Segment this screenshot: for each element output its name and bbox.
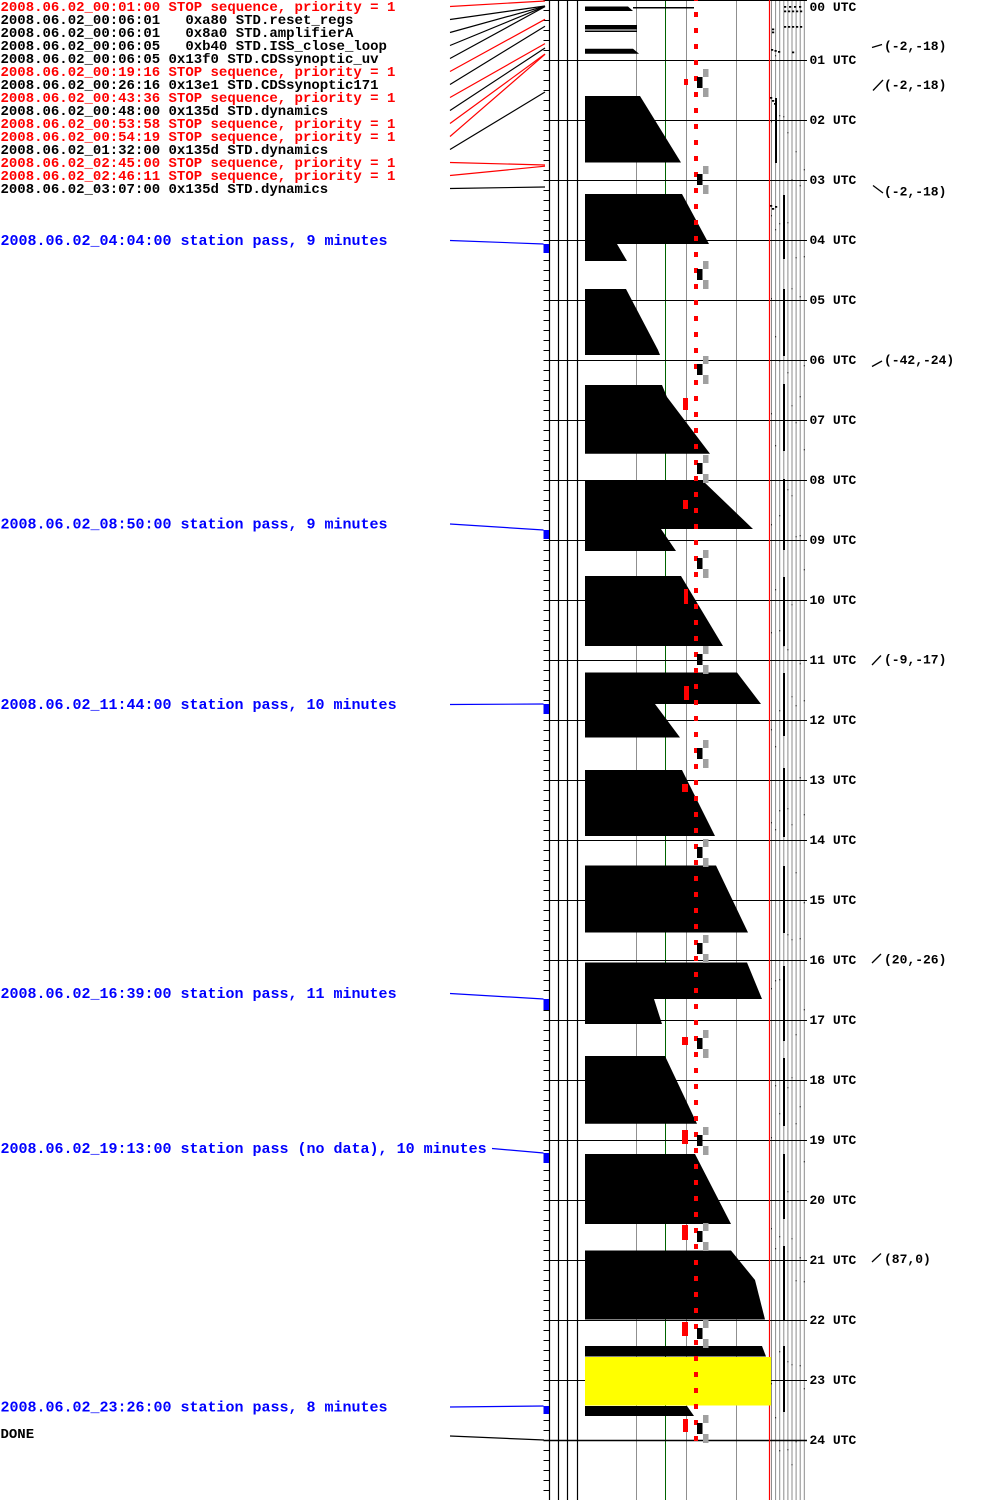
svg-text:(-2,-18): (-2,-18) <box>884 78 946 93</box>
svg-text:2008.06.02_00:53:58 STOP seque: 2008.06.02_00:53:58 STOP sequence, prior… <box>1 117 396 133</box>
svg-text:20 UTC: 20 UTC <box>810 1193 857 1208</box>
svg-text:2008.06.02_23:26:00 station pa: 2008.06.02_23:26:00 station pass, 8 minu… <box>1 1400 388 1417</box>
svg-text:24 UTC: 24 UTC <box>810 1433 857 1448</box>
svg-text:2008.06.02_19:13:00 station pa: 2008.06.02_19:13:00 station pass (no dat… <box>1 1141 487 1158</box>
svg-text:(-2,-18): (-2,-18) <box>884 185 946 200</box>
svg-text:(20,-26): (20,-26) <box>884 953 946 968</box>
svg-text:03 UTC: 03 UTC <box>810 173 857 188</box>
svg-text:2008.06.02_00:06:01 0x8a0 ST: 2008.06.02_00:06:01 0x8a0 STD.amplifierA <box>1 26 354 42</box>
svg-text:21 UTC: 21 UTC <box>810 1253 857 1268</box>
svg-text:2008.06.02_00:19:16 STOP seque: 2008.06.02_00:19:16 STOP sequence, prior… <box>1 65 396 81</box>
svg-text:09 UTC: 09 UTC <box>810 533 857 548</box>
svg-text:18 UTC: 18 UTC <box>810 1073 857 1088</box>
svg-text:2008.06.02_00:48:00 0x135d STD: 2008.06.02_00:48:00 0x135d STD.dynamics <box>1 104 329 120</box>
svg-text:(-42,-24): (-42,-24) <box>884 353 954 368</box>
svg-text:08 UTC: 08 UTC <box>810 473 857 488</box>
svg-text:15 UTC: 15 UTC <box>810 893 857 908</box>
svg-text:2008.06.02_02:46:11 STOP seque: 2008.06.02_02:46:11 STOP sequence, prior… <box>1 169 396 185</box>
svg-text:04 UTC: 04 UTC <box>810 233 857 248</box>
svg-text:23 UTC: 23 UTC <box>810 1373 857 1388</box>
svg-text:12 UTC: 12 UTC <box>810 713 857 728</box>
svg-text:07 UTC: 07 UTC <box>810 413 857 428</box>
svg-text:13 UTC: 13 UTC <box>810 773 857 788</box>
svg-text:2008.06.02_04:04:00 station pa: 2008.06.02_04:04:00 station pass, 9 minu… <box>1 233 388 250</box>
svg-text:2008.06.02_01:32:00 0x135d STD: 2008.06.02_01:32:00 0x135d STD.dynamics <box>1 143 329 159</box>
svg-text:17 UTC: 17 UTC <box>810 1013 857 1028</box>
svg-text:16 UTC: 16 UTC <box>810 953 857 968</box>
svg-text:DONE: DONE <box>1 1427 35 1443</box>
svg-text:14 UTC: 14 UTC <box>810 833 857 848</box>
svg-text:2008.06.02_03:07:00 0x135d STD: 2008.06.02_03:07:00 0x135d STD.dynamics <box>1 182 329 198</box>
svg-text:2008.06.02_00:54:19 STOP seque: 2008.06.02_00:54:19 STOP sequence, prior… <box>1 130 396 146</box>
svg-text:2008.06.02_00:06:01 0xa80 ST: 2008.06.02_00:06:01 0xa80 STD.reset_regs <box>1 13 354 29</box>
svg-text:10 UTC: 10 UTC <box>810 593 857 608</box>
svg-text:2008.06.02_00:06:05 0x13f0 STD: 2008.06.02_00:06:05 0x13f0 STD.CDSsynopt… <box>1 52 380 68</box>
svg-text:2008.06.02_00:43:36 STOP seque: 2008.06.02_00:43:36 STOP sequence, prior… <box>1 91 396 107</box>
svg-text:2008.06.02_00:01:00 STOP seque: 2008.06.02_00:01:00 STOP sequence, prior… <box>1 0 396 16</box>
svg-text:2008.06.02_08:50:00 station pa: 2008.06.02_08:50:00 station pass, 9 minu… <box>1 517 388 534</box>
svg-text:19 UTC: 19 UTC <box>810 1133 857 1148</box>
svg-text:00 UTC: 00 UTC <box>810 0 857 15</box>
svg-text:2008.06.02_16:39:00 station pa: 2008.06.02_16:39:00 station pass, 11 min… <box>1 986 397 1003</box>
svg-text:2008.06.02_00:26:16 0x13e1 STD: 2008.06.02_00:26:16 0x13e1 STD.CDSsynopt… <box>1 78 379 94</box>
svg-text:2008.06.02_11:44:00 station pa: 2008.06.02_11:44:00 station pass, 10 min… <box>1 697 397 714</box>
svg-text:22 UTC: 22 UTC <box>810 1313 857 1328</box>
svg-text:05 UTC: 05 UTC <box>810 293 857 308</box>
svg-text:(-2,-18): (-2,-18) <box>884 39 946 54</box>
svg-text:(87,0): (87,0) <box>884 1252 931 1267</box>
svg-text:(-9,-17): (-9,-17) <box>884 653 946 668</box>
svg-text:02 UTC: 02 UTC <box>810 113 857 128</box>
svg-text:2008.06.02_02:45:00 STOP seque: 2008.06.02_02:45:00 STOP sequence, prior… <box>1 156 396 172</box>
svg-text:06 UTC: 06 UTC <box>810 353 857 368</box>
svg-text:01 UTC: 01 UTC <box>810 53 857 68</box>
svg-text:2008.06.02_00:06:05 0xb40 ST: 2008.06.02_00:06:05 0xb40 STD.ISS_close_… <box>1 39 387 55</box>
svg-text:11 UTC: 11 UTC <box>810 653 857 668</box>
